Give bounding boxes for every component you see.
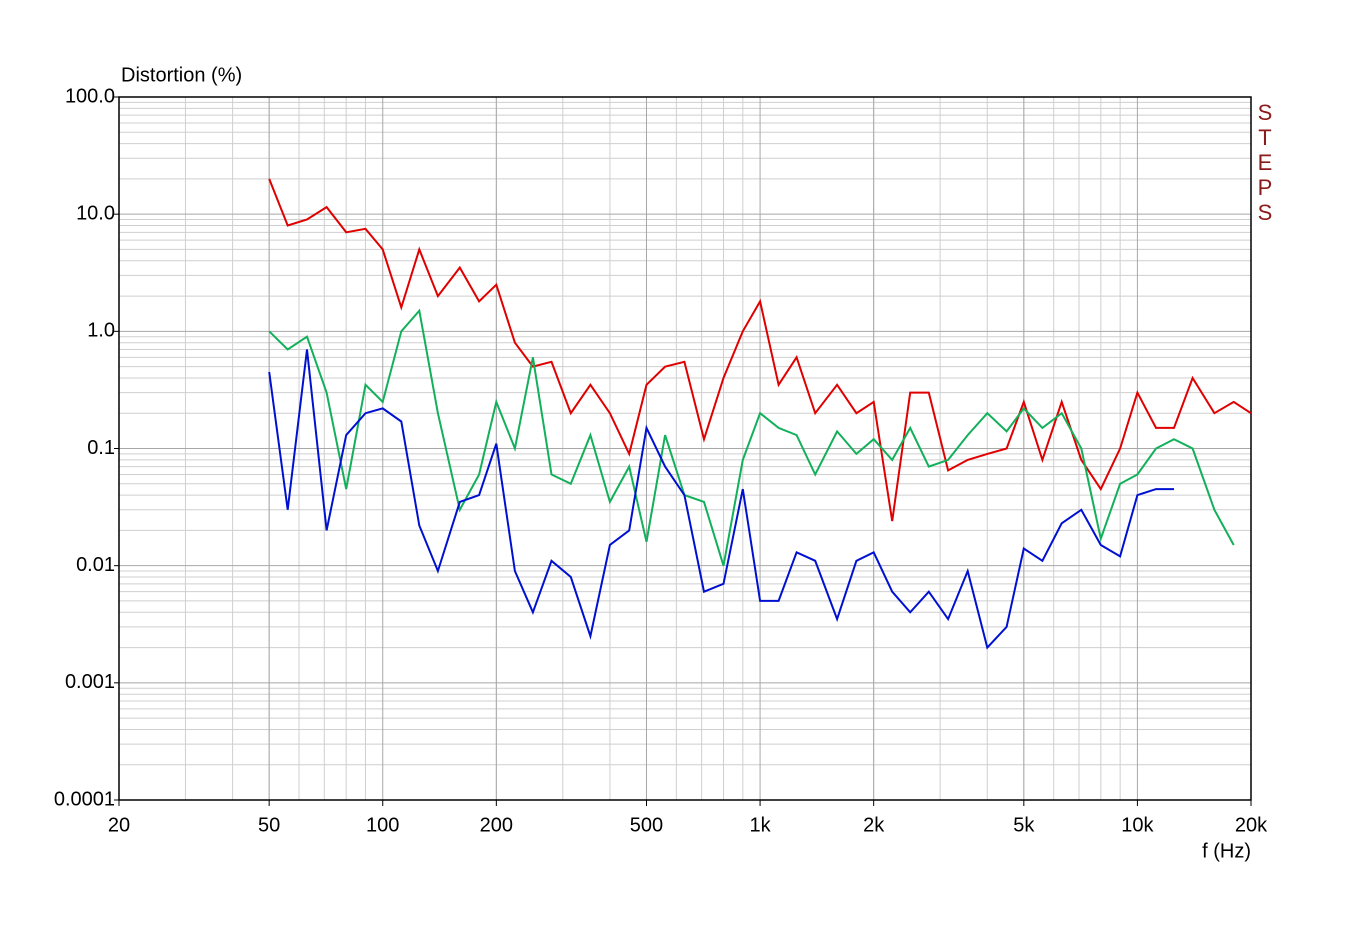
y-tick-label: 0.1 [87, 437, 115, 459]
plot-frame [118, 96, 1252, 801]
x-tick-label: 2k [863, 814, 885, 836]
x-tick-label: 50 [258, 814, 280, 836]
x-tick-label: 5k [1013, 814, 1035, 836]
series-line [268, 308, 1235, 566]
x-tick-label: 200 [480, 814, 513, 836]
y-tick-label: 0.0001 [54, 788, 115, 810]
x-tick-label: 20 [108, 814, 130, 836]
x-tick-label: 20k [1235, 814, 1268, 836]
x-tick-label: 10k [1121, 814, 1154, 836]
x-tick-label: 1k [750, 814, 772, 836]
series-line [268, 178, 1252, 522]
annotation: STEPS [1253, 100, 1278, 225]
x-tick-label: 500 [630, 814, 663, 836]
y-axis-label: Distortion (%) [121, 64, 242, 86]
y-tick-label: 1.0 [87, 320, 115, 342]
y-tick-label: 0.001 [65, 671, 115, 693]
y-tick-label: 0.01 [76, 554, 115, 576]
y-tick-label: 10.0 [76, 202, 115, 224]
series-line [268, 349, 1174, 650]
x-tick-label: 100 [366, 814, 399, 836]
y-tick-label: 100.0 [65, 85, 115, 107]
x-axis-label: f (Hz) [1202, 840, 1251, 862]
